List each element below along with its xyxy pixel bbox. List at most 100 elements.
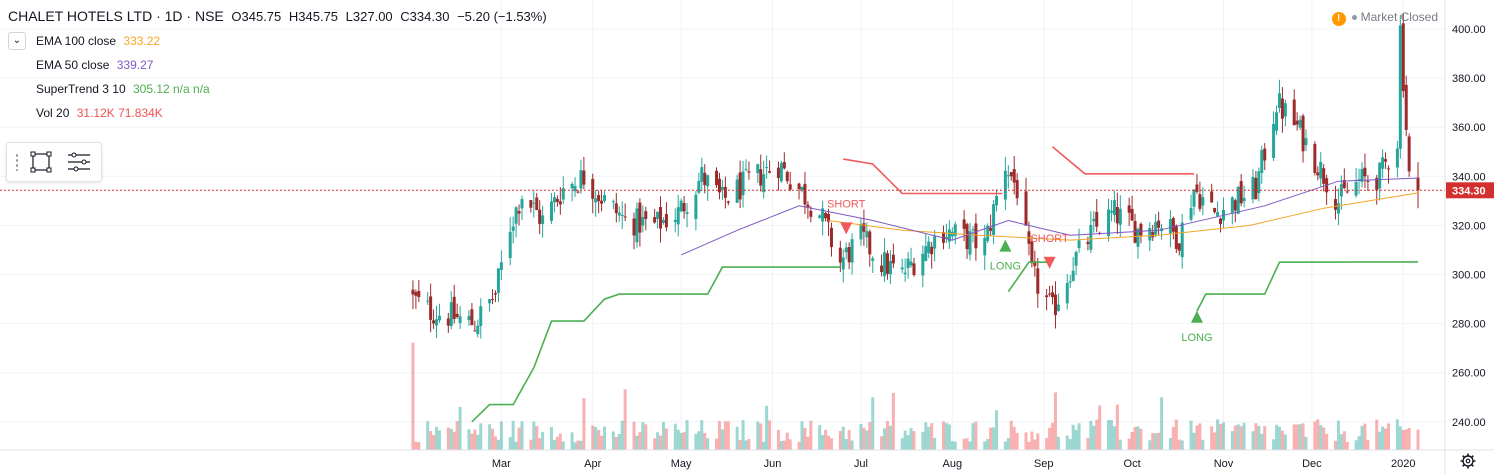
candle-body (1127, 205, 1131, 213)
volume-bar (788, 439, 792, 450)
legend-volume[interactable]: Vol 20 31.12K 71.834K (36, 106, 163, 120)
candle-body (679, 200, 683, 212)
ema50-line (680, 177, 1419, 256)
price-axis[interactable]: 240.00 260.00 280.00 300.00 320.00 340.00 360.… (1444, 0, 1494, 474)
candle-body (1239, 181, 1243, 204)
candle-body (1139, 223, 1143, 236)
market-status[interactable]: ! Market Closed (1331, 10, 1438, 26)
candle-body (880, 265, 884, 273)
candle-body (611, 201, 615, 203)
candle-body (446, 318, 450, 326)
candle-body (552, 197, 556, 203)
candle-body (1213, 207, 1217, 213)
candle-body (1198, 194, 1202, 209)
rectangle-tool-button[interactable] (27, 148, 55, 176)
volume-bar (1325, 433, 1329, 450)
volume-bar (1295, 424, 1299, 450)
warning-icon[interactable]: ! (1331, 12, 1346, 26)
candle-body (930, 246, 934, 255)
candle-body (1304, 138, 1308, 146)
symbol-title[interactable]: CHALET HOTELS LTD · 1D · NSE (8, 8, 224, 24)
supertrend-up-line (471, 266, 841, 423)
volume-bar (762, 441, 766, 450)
volume-bar (1074, 429, 1078, 450)
volume-bar (458, 406, 462, 450)
volume-bar (1174, 419, 1178, 450)
volume-bar (1048, 427, 1052, 450)
volume-bar (1275, 424, 1279, 450)
volume-bar (965, 438, 969, 450)
candle-body (1045, 295, 1049, 298)
candle-body (703, 172, 707, 186)
volume-bar (411, 342, 415, 450)
candle-body (1071, 270, 1075, 281)
candle-body (844, 247, 848, 253)
candle-body (1189, 208, 1193, 220)
volume-bar (1160, 397, 1164, 450)
supertrend-signals: SHORT LONG SHORT LONG (827, 198, 1212, 343)
candle-body (803, 183, 807, 205)
volume-bar (499, 421, 503, 450)
time-tick-label: Sep (1034, 458, 1054, 470)
volume-bar (661, 422, 665, 450)
settings-lines-button[interactable] (65, 148, 93, 176)
legend-ema50[interactable]: EMA 50 close 339.27 (36, 58, 153, 72)
candle-body (1236, 186, 1240, 214)
legend-ema100[interactable]: EMA 100 close 333.22 (36, 34, 160, 48)
rectangle-icon (30, 151, 52, 173)
candle-body (1074, 251, 1078, 266)
signal-label: LONG (990, 261, 1021, 273)
volume-bar (467, 429, 471, 450)
candle-body (1378, 162, 1382, 189)
volume-bar (744, 440, 748, 450)
long-arrow-icon (999, 239, 1012, 252)
volume-bar (720, 429, 724, 450)
candle-body (458, 316, 462, 324)
volume-bar (1177, 439, 1181, 450)
candle-body (558, 201, 562, 205)
candle-body (865, 231, 869, 238)
time-axis[interactable]: Mar Apr May Jun Jul Aug Sep Oct Nov Dec 2020 (0, 449, 1494, 470)
candle-body (1086, 241, 1090, 245)
candle-body (900, 267, 904, 270)
volume-bar (759, 423, 763, 450)
volume-bar (641, 422, 645, 450)
time-tick-label: Dec (1302, 458, 1322, 470)
volume-bar (838, 430, 842, 450)
candle-body (700, 167, 704, 182)
candle-body (827, 214, 831, 222)
candle-body (762, 174, 766, 193)
settings-gear-icon[interactable] (1460, 453, 1476, 469)
candle-body (496, 268, 500, 293)
legend-supertrend[interactable]: SuperTrend 3 10 305.12 n/a n/a (36, 82, 210, 96)
candle-body (473, 330, 477, 332)
indicator-value: 339.27 (116, 58, 154, 72)
supertrend-up-line (1196, 261, 1419, 312)
candle-body (1089, 224, 1093, 250)
volume-bar (715, 438, 719, 450)
candle-body (1053, 294, 1057, 316)
volume-bar (549, 426, 553, 450)
candle-body (862, 223, 866, 232)
volume-bar (1139, 428, 1143, 450)
volume-bar (962, 438, 966, 450)
volume-bar (1242, 422, 1246, 450)
signal-label: SHORT (1030, 233, 1069, 245)
candle-body (1180, 222, 1184, 258)
drag-handle-icon[interactable] (15, 153, 19, 171)
volume-bar (1319, 425, 1323, 450)
volume-bar (1068, 439, 1072, 450)
candle-body (1333, 199, 1337, 210)
candle-body (1345, 191, 1349, 193)
candle-body (788, 184, 792, 190)
volume-bar (1154, 433, 1158, 450)
volume-bar (573, 442, 577, 450)
legend-collapse-toggle[interactable]: ⌄ (8, 32, 26, 50)
volume-bar (871, 397, 875, 450)
candle-body (452, 296, 456, 320)
volume-bar (1304, 436, 1308, 450)
volume-bar (865, 430, 869, 450)
candle-body (426, 300, 430, 302)
volume-bar (989, 427, 993, 450)
